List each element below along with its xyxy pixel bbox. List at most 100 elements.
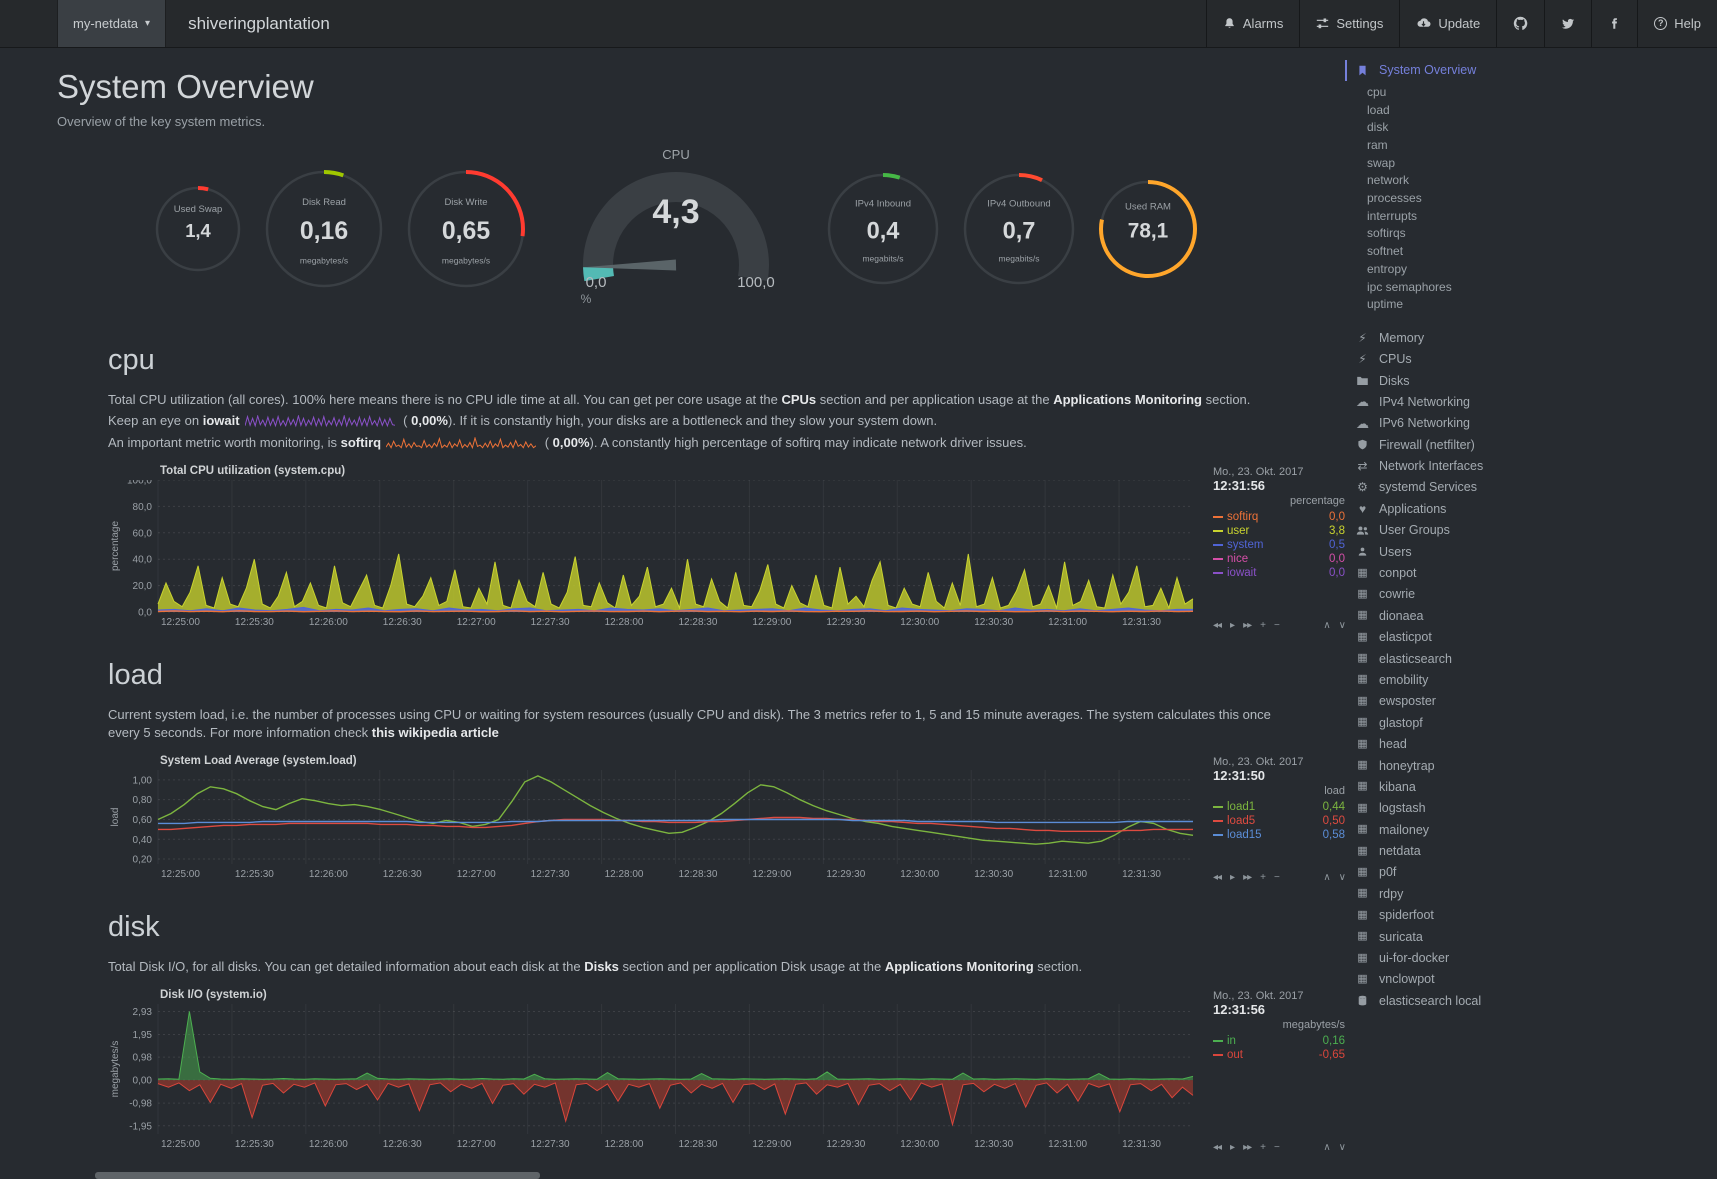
sidebar-item-firewall-netfilter-[interactable]: Firewall (netfilter)	[1345, 434, 1605, 455]
chart-zoom-out-button[interactable]: −	[1273, 619, 1280, 631]
sidebar-item-system-overview[interactable]: System Overview	[1345, 60, 1605, 82]
sidebar-item-rdpy[interactable]: ▦ rdpy	[1345, 883, 1605, 904]
sidebar-item-kibana[interactable]: ▦ kibana	[1345, 777, 1605, 798]
legend-row-softirq[interactable]: softirq 0,0	[1213, 510, 1345, 524]
chart-resize-up-button[interactable]: ∧	[1323, 619, 1330, 631]
sidebar-item-ewsposter[interactable]: ▦ ewsposter	[1345, 691, 1605, 712]
chart-zoom-in-button[interactable]: +	[1260, 619, 1266, 631]
sidebar-item-honeytrap[interactable]: ▦ honeytrap	[1345, 755, 1605, 776]
gauge-cpu[interactable]: CPU 4,3 0,0 100,0%	[546, 143, 806, 318]
inline-link[interactable]: this wikipedia article	[371, 725, 499, 741]
inline-link[interactable]: Applications Monitoring	[884, 959, 1034, 975]
sidebar-item-conpot[interactable]: ▦ conpot	[1345, 563, 1605, 584]
sidebar-subitem-softirqs[interactable]: softirqs	[1367, 226, 1406, 241]
sidebar-item-memory[interactable]: ⚡ Memory	[1345, 327, 1605, 348]
disk-chart[interactable]: Disk I/O (system.io) 12:25:00 12:25:30 12:2…	[108, 989, 1197, 1155]
chart-pan-forward-button[interactable]: ▸▸	[1243, 1142, 1252, 1154]
sidebar-item-spiderfoot[interactable]: ▦ spiderfoot	[1345, 905, 1605, 926]
legend-row-out[interactable]: out -0,65	[1213, 1048, 1345, 1062]
sidebar-item-ipv4-networking[interactable]: ☁ IPv4 Networking	[1345, 392, 1605, 413]
legend-row-user[interactable]: user 3,8	[1213, 524, 1345, 538]
sidebar-item-dionaea[interactable]: ▦ dionaea	[1345, 605, 1605, 626]
nav-item-update[interactable]: Update	[1399, 0, 1496, 47]
gauge-disk-read[interactable]: Disk Read 0,16 megabytes/s	[262, 167, 386, 294]
sidebar-item-applications[interactable]: ♥ Applications	[1345, 498, 1605, 519]
nav-item-help[interactable]: ? Help	[1637, 0, 1717, 47]
legend-row-load1[interactable]: load1 0,44	[1213, 800, 1345, 814]
chart-play-button[interactable]: ▸	[1230, 619, 1235, 631]
sidebar-subitem-load[interactable]: load	[1367, 102, 1390, 117]
sidebar-subitem-ram[interactable]: ram	[1367, 138, 1388, 153]
sidebar-item-suricata[interactable]: ▦ suricata	[1345, 926, 1605, 947]
sidebar-subitem-interrupts[interactable]: interrupts	[1367, 208, 1418, 223]
load-chart-canvas[interactable]: 12:25:00 12:25:30 12:26:00 12:26:30 12:27:00…	[108, 770, 1197, 882]
sidebar-item-logstash[interactable]: ▦ logstash	[1345, 798, 1605, 819]
sidebar-subitem-processes[interactable]: processes	[1367, 191, 1422, 206]
sidebar-item-systemd-services[interactable]: ⚙ systemd Services	[1345, 477, 1605, 498]
cpu-chart[interactable]: Total CPU utilization (system.cpu) 12:25:…	[108, 465, 1197, 633]
chart-play-button[interactable]: ▸	[1230, 1142, 1235, 1154]
nav-item-facebook[interactable]	[1591, 0, 1637, 47]
my-netdata-menu-button[interactable]: my-netdata ▾	[57, 0, 167, 47]
nav-item-twitter[interactable]	[1544, 0, 1591, 47]
gauge-ipv4-outbound[interactable]: IPv4 Outbound 0,7 megabits/s	[960, 170, 1078, 291]
chart-resize-down-button[interactable]: ∨	[1338, 1142, 1346, 1154]
sidebar-subitem-ipc-semaphores[interactable]: ipc semaphores	[1367, 279, 1452, 294]
chart-pan-backward-button[interactable]: ◂◂	[1213, 1142, 1222, 1154]
nav-item-alarms[interactable]: Alarms	[1205, 0, 1299, 47]
sidebar-item-cowrie[interactable]: ▦ cowrie	[1345, 584, 1605, 605]
chart-resize-up-button[interactable]: ∧	[1323, 872, 1330, 884]
chart-play-button[interactable]: ▸	[1230, 872, 1235, 884]
chart-pan-forward-button[interactable]: ▸▸	[1243, 872, 1252, 884]
sidebar-subitem-disk[interactable]: disk	[1367, 120, 1389, 135]
sidebar-item-elasticsearch[interactable]: ▦ elasticsearch	[1345, 648, 1605, 669]
chart-pan-forward-button[interactable]: ▸▸	[1243, 619, 1252, 631]
sidebar-item-cpus[interactable]: ⚡ CPUs	[1345, 349, 1605, 370]
sidebar-item-ui-for-docker[interactable]: ▦ ui-for-docker	[1345, 948, 1605, 969]
cpu-chart-canvas[interactable]: 12:25:00 12:25:30 12:26:00 12:26:30 12:27:00…	[108, 475, 1197, 630]
chart-zoom-out-button[interactable]: −	[1273, 1142, 1280, 1154]
nav-item-github[interactable]	[1496, 0, 1544, 47]
sidebar-item-emobility[interactable]: ▦ emobility	[1345, 670, 1605, 691]
chart-pan-backward-button[interactable]: ◂◂	[1213, 619, 1222, 631]
sidebar-item-user-groups[interactable]: User Groups	[1345, 520, 1605, 541]
horizontal-scrollbar-thumb[interactable]	[95, 1172, 540, 1179]
sidebar-subitem-softnet[interactable]: softnet	[1367, 244, 1404, 259]
gauge-ipv4-inbound[interactable]: IPv4 Inbound 0,4 megabits/s	[824, 170, 942, 291]
disk-chart-canvas[interactable]: 12:25:00 12:25:30 12:26:00 12:26:30 12:27:00…	[108, 1004, 1197, 1152]
inline-link[interactable]: Disks	[584, 959, 619, 975]
sidebar-item-glastopf[interactable]: ▦ glastopf	[1345, 712, 1605, 733]
chart-zoom-in-button[interactable]: +	[1260, 872, 1266, 884]
sidebar-item-elasticsearch-local[interactable]: elasticsearch local	[1345, 990, 1605, 1011]
sidebar-item-network-interfaces[interactable]: ⇄ Network Interfaces	[1345, 456, 1605, 477]
chart-resize-down-button[interactable]: ∨	[1338, 619, 1346, 631]
gauge-used-swap[interactable]: Used Swap 1,4	[152, 183, 244, 278]
sidebar-item-ipv6-networking[interactable]: ☁ IPv6 Networking	[1345, 413, 1605, 434]
legend-row-in[interactable]: in 0,16	[1213, 1034, 1345, 1048]
sidebar-subitem-entropy[interactable]: entropy	[1367, 261, 1408, 276]
sidebar-subitem-cpu[interactable]: cpu	[1367, 84, 1387, 99]
sidebar-item-users[interactable]: Users	[1345, 541, 1605, 562]
sidebar-item-elasticpot[interactable]: ▦ elasticpot	[1345, 627, 1605, 648]
legend-row-load5[interactable]: load5 0,50	[1213, 814, 1345, 828]
gauge-disk-write[interactable]: Disk Write 0,65 megabytes/s	[404, 167, 528, 294]
inline-link[interactable]: Applications Monitoring	[1053, 392, 1202, 407]
sidebar-item-disks[interactable]: Disks	[1345, 370, 1605, 391]
gauge-used-ram[interactable]: Used RAM 78,1	[1096, 177, 1200, 284]
sidebar-item-netdata[interactable]: ▦ netdata	[1345, 841, 1605, 862]
legend-row-iowait[interactable]: iowait 0,0	[1213, 566, 1345, 580]
legend-row-load15[interactable]: load15 0,58	[1213, 828, 1345, 842]
sidebar-subitem-uptime[interactable]: uptime	[1367, 297, 1404, 312]
chart-pan-backward-button[interactable]: ◂◂	[1213, 872, 1222, 884]
inline-link[interactable]: CPUs	[781, 392, 817, 407]
sidebar-item-head[interactable]: ▦ head	[1345, 734, 1605, 755]
chart-zoom-in-button[interactable]: +	[1260, 1142, 1266, 1154]
chart-resize-up-button[interactable]: ∧	[1323, 1142, 1330, 1154]
legend-row-system[interactable]: system 0,5	[1213, 538, 1345, 552]
sidebar-subitem-network[interactable]: network	[1367, 173, 1410, 188]
chart-resize-down-button[interactable]: ∨	[1338, 872, 1346, 884]
sidebar-item-p0f[interactable]: ▦ p0f	[1345, 862, 1605, 883]
nav-item-settings[interactable]: Settings	[1299, 0, 1399, 47]
chart-zoom-out-button[interactable]: −	[1273, 872, 1280, 884]
legend-row-nice[interactable]: nice 0,0	[1213, 552, 1345, 566]
